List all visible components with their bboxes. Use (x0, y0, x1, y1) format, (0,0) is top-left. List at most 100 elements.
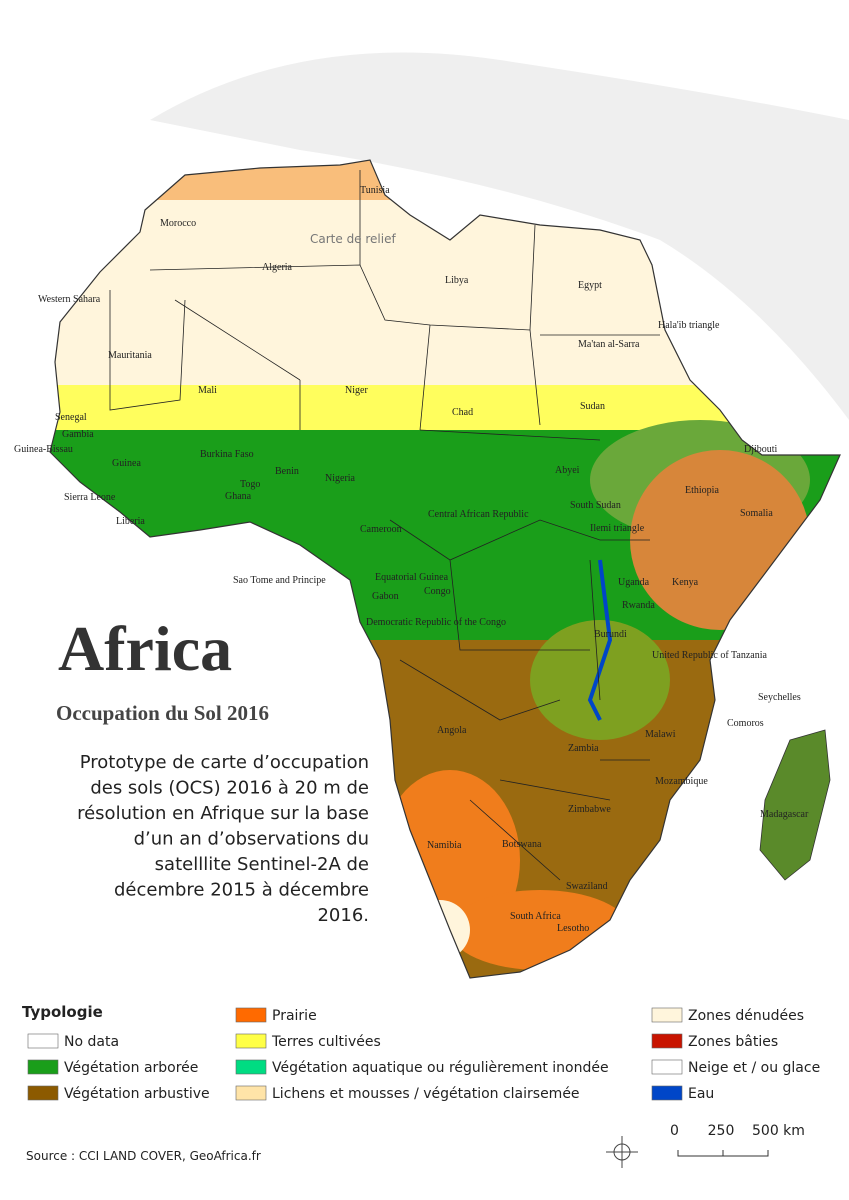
country-label: Malawi (645, 729, 676, 740)
scale-label: 250 (708, 1123, 735, 1139)
country-label: Senegal (55, 412, 87, 423)
country-label: Democratic Republic of the Congo (366, 617, 506, 628)
scale-labels: 0 250 500 km (670, 1123, 805, 1139)
country-label: Ilemi triangle (590, 523, 645, 534)
legend-swatch (235, 1007, 267, 1023)
country-label: Namibia (427, 840, 462, 851)
legend-swatch (27, 1085, 59, 1101)
country-labels: Tunisia Morocco Algeria Libya Egypt Western S… (14, 185, 809, 934)
country-label: Chad (452, 407, 473, 418)
country-label: Kenya (672, 577, 699, 588)
country-label: Benin (275, 466, 299, 477)
country-label: Uganda (618, 577, 650, 588)
country-label: Guinea (112, 458, 141, 469)
description: Prototype de carte d’occupation des sols … (77, 752, 369, 926)
country-label: Sao Tome and Principe (233, 575, 326, 586)
legend-swatch (651, 1059, 683, 1075)
legend-label: Zones dénudées (688, 1008, 804, 1024)
country-label: Liberia (116, 516, 145, 527)
legend-label: Eau (688, 1086, 714, 1102)
legend-label: Végétation aquatique ou régulièrement in… (272, 1060, 609, 1076)
country-label: Hala'ib triangle (658, 320, 720, 331)
country-label: Cameroon (360, 524, 402, 535)
country-label: Rwanda (622, 600, 655, 611)
legend-swatch (27, 1033, 59, 1049)
legend-swatch (235, 1033, 267, 1049)
description-line: décembre 2015 à décembre (114, 880, 369, 901)
country-label: Abyei (555, 465, 580, 476)
country-label: Morocco (160, 218, 196, 229)
country-label: Sudan (580, 401, 605, 412)
legend-label: Neige et / ou glace (688, 1060, 820, 1076)
legend-swatch (651, 1007, 683, 1023)
country-label: Equatorial Guinea (375, 572, 449, 583)
relief (150, 52, 849, 420)
scale-label: 0 (670, 1123, 679, 1139)
scale-bar (677, 1150, 769, 1157)
country-label: Western Sahara (38, 294, 101, 305)
borders (109, 170, 660, 881)
relief-label: Carte de relief (310, 232, 396, 246)
country-label: Sierra Leone (64, 492, 116, 503)
description-line: 2016. (317, 905, 369, 926)
legend-title: Typologie (22, 1003, 103, 1021)
legend-swatch (651, 1033, 683, 1049)
country-label: Central African Republic (428, 509, 529, 520)
country-label: United Republic of Tanzania (652, 650, 767, 661)
description-line: d’un an d’observations du (134, 829, 369, 850)
legend-label: No data (64, 1034, 119, 1050)
source: Source : CCI LAND COVER, GeoAfrica.fr (26, 1149, 261, 1163)
country-label: Burkina Faso (200, 449, 254, 460)
country-label: Ma'tan al-Sarra (578, 339, 640, 350)
country-label: Guinea-Bissau (14, 444, 73, 455)
country-label: Djibouti (744, 444, 778, 455)
country-label: Togo (240, 479, 260, 490)
subtitle: Occupation du Sol 2016 (56, 701, 269, 725)
title: Africa (58, 613, 232, 684)
country-label: Angola (437, 725, 467, 736)
country-label: Somalia (740, 508, 773, 519)
country-label: Burundi (594, 629, 627, 640)
country-label: Zambia (568, 743, 599, 754)
country-label: Ghana (225, 491, 252, 502)
description-line: des sols (OCS) 2016 à 20 m de (90, 778, 369, 799)
legend-swatch (651, 1085, 683, 1101)
country-label: Nigeria (325, 473, 356, 484)
country-label: South Africa (510, 911, 561, 922)
country-label: Gambia (62, 429, 94, 440)
legend-label: Prairie (272, 1008, 317, 1024)
legend-label: Lichens et mousses / végétation clairsem… (272, 1086, 580, 1102)
country-label: Libya (445, 275, 469, 286)
description-line: satelllite Sentinel-2A de (155, 854, 369, 875)
compass (606, 1136, 638, 1168)
legend-label: Terres cultivées (271, 1034, 381, 1050)
country-label: Algeria (262, 262, 293, 273)
country-label: Tunisia (360, 185, 390, 196)
country-label: Comoros (727, 718, 764, 729)
legend-swatch (27, 1059, 59, 1075)
description-line: résolution en Afrique sur la base (77, 803, 369, 824)
country-label: Ethiopia (685, 485, 719, 496)
country-label: Swaziland (566, 881, 608, 892)
legend-label: Zones bâties (688, 1034, 778, 1050)
country-label: Mozambique (655, 776, 708, 787)
legend-label: Végétation arbustive (64, 1086, 210, 1102)
country-label: Niger (345, 385, 368, 396)
country-label: Zimbabwe (568, 804, 611, 815)
country-label: Gabon (372, 591, 399, 602)
country-label: Botswana (502, 839, 542, 850)
country-label: South Sudan (570, 500, 621, 511)
country-label: Lesotho (557, 923, 589, 934)
country-label: Mauritania (108, 350, 152, 361)
legend-label: Végétation arborée (64, 1060, 198, 1076)
country-label: Congo (424, 586, 451, 597)
country-label: Egypt (578, 280, 602, 291)
legend-swatch (235, 1059, 267, 1075)
country-label: Seychelles (758, 692, 801, 703)
scale-label: 500 km (752, 1123, 805, 1139)
country-label: Madagascar (760, 809, 809, 820)
description-line: Prototype de carte d’occupation (80, 752, 369, 773)
madagascar (759, 729, 831, 881)
legend: Typologie No data Végétation arborée Végéta… (22, 1003, 820, 1102)
